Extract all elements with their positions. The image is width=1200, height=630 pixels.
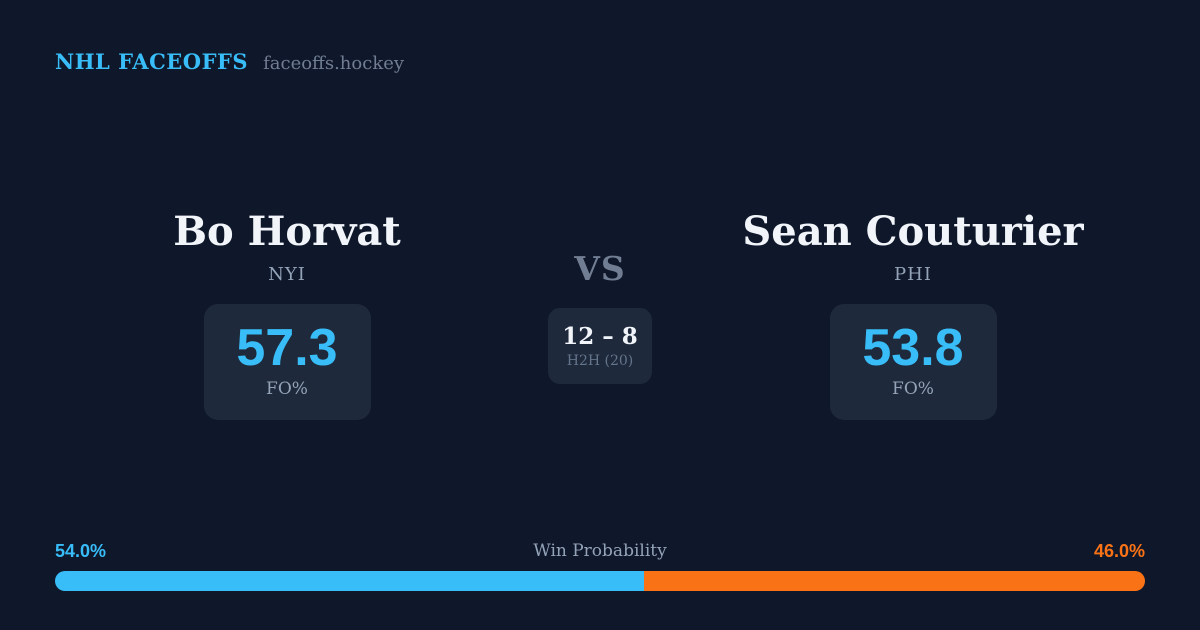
player-left-team: NYI [268, 264, 306, 285]
win-probability-bar [55, 571, 1145, 591]
header: NHL FACEOFFS faceoffs.hockey [55, 49, 404, 74]
win-probability-title: Win Probability [533, 541, 667, 561]
player-left-stat-card: 57.3 FO% [203, 304, 371, 420]
player-right-stat-card: 53.8 FO% [829, 304, 997, 420]
h2h-label: H2H (20) [566, 352, 634, 369]
player-right-name: Sean Couturier [742, 208, 1084, 255]
matchup-center: VS 12 – 8 H2H (20) [500, 249, 700, 385]
player-left: Bo Horvat NYI 57.3 FO% [87, 212, 487, 420]
brand-title: NHL FACEOFFS [55, 49, 249, 74]
h2h-card: 12 – 8 H2H (20) [548, 308, 652, 385]
player-left-name: Bo Horvat [173, 208, 401, 255]
player-right-stat-label: FO% [892, 379, 934, 400]
win-probability-labels: 54.0% Win Probability 46.0% [55, 541, 1145, 563]
win-probability-left-pct: 54.0% [55, 541, 107, 561]
brand-domain: faceoffs.hockey [263, 53, 405, 74]
player-right-team: PHI [894, 264, 932, 285]
win-probability-right-pct: 46.0% [1093, 541, 1145, 561]
player-left-stat-value: 57.3 [236, 318, 338, 377]
win-bar-segment-right [643, 571, 1145, 591]
h2h-score: 12 – 8 [562, 322, 638, 350]
vs-label: VS [574, 249, 626, 288]
player-right: Sean Couturier PHI 53.8 FO% [713, 212, 1113, 420]
player-right-stat-value: 53.8 [862, 318, 964, 377]
win-bar-segment-left [55, 571, 644, 591]
player-left-stat-label: FO% [266, 379, 308, 400]
